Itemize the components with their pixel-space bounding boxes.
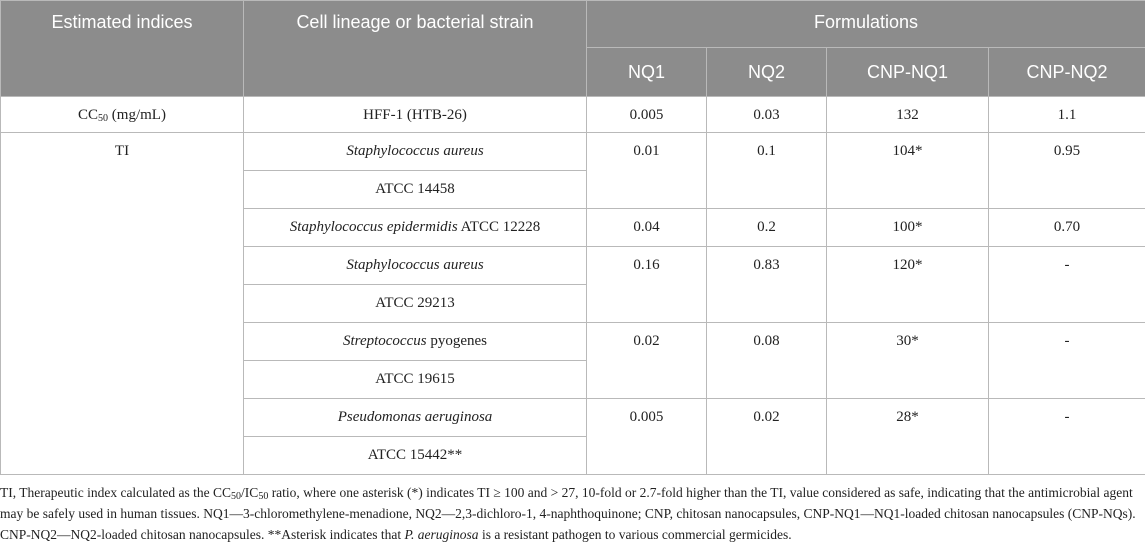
- species-cell: Streptococcus pyogenes: [243, 322, 587, 361]
- header-cnp-nq2: CNP-NQ2: [987, 47, 1145, 97]
- header-formulations: Formulations: [585, 0, 1145, 48]
- strain-cell: ATCC 19615: [243, 360, 587, 399]
- species-cell: Staphylococcus aureus: [243, 246, 587, 285]
- table-row: ATCC 15442**: [1, 436, 1145, 475]
- nq1-cell: 0.01: [586, 132, 707, 209]
- nq1-cell: 0.04: [586, 208, 707, 247]
- data-table: Estimated indices Cell lineage or bacter…: [0, 0, 1145, 475]
- species-cell: Staphylococcus aureus: [243, 132, 587, 171]
- cnp-nq1-cell: 30*: [826, 322, 989, 399]
- table-row: Streptococcus pyogenes 0.02 0.08 30* -: [1, 322, 1145, 399]
- nq2-cell: 0.03: [706, 96, 827, 133]
- cnp-nq2-cell: -: [987, 246, 1145, 323]
- cnp-nq1-cell: 132: [826, 96, 989, 133]
- header-cell-lineage: Cell lineage or bacterial strain: [243, 0, 587, 97]
- table-row: Staphylococcus epidermidis ATCC 12228 0.…: [1, 208, 1145, 247]
- cnp-nq2-cell: -: [987, 322, 1145, 399]
- nq2-cell: 0.08: [706, 322, 827, 399]
- table-row: CC50 (mg/mL) HFF-1 (HTB-26) 0.005 0.03 1…: [0, 96, 1145, 133]
- strain-cell: ATCC 29213: [243, 284, 587, 323]
- strain-cell: ATCC 15442**: [243, 436, 587, 475]
- cnp-nq1-cell: 104*: [826, 132, 989, 209]
- cnp-nq1-cell: 28*: [826, 398, 989, 475]
- table-row: TI Staphylococcus aureus 0.01 0.1 104* 0…: [0, 132, 1145, 475]
- species-cell: Staphylococcus epidermidis ATCC 12228: [243, 208, 587, 247]
- nq1-cell: 0.005: [586, 96, 707, 133]
- nq2-cell: 0.1: [706, 132, 827, 209]
- nq1-cell: 0.005: [586, 398, 707, 475]
- table-row: ATCC 14458: [1, 170, 1145, 209]
- header-cnp-nq1: CNP-NQ1: [826, 47, 989, 97]
- table-footnote: TI, Therapeutic index calculated as the …: [0, 485, 1136, 542]
- header-nq1: NQ1: [586, 47, 707, 97]
- table-row: Staphylococcus aureus 0.16 0.83 120* -: [1, 246, 1145, 323]
- ti-label: TI: [0, 132, 244, 475]
- species-cell: Pseudomonas aeruginosa: [243, 398, 587, 437]
- header-nq2: NQ2: [706, 47, 827, 97]
- nq2-cell: 0.02: [706, 398, 827, 475]
- strain-cell: ATCC 14458: [243, 170, 587, 209]
- cc50-label: CC50 (mg/mL): [0, 96, 244, 133]
- cnp-nq1-cell: 100*: [826, 208, 989, 247]
- nq2-cell: 0.83: [706, 246, 827, 323]
- cell-lineage-cell: HFF-1 (HTB-26): [243, 96, 587, 133]
- cnp-nq2-cell: -: [987, 398, 1145, 475]
- nq1-cell: 0.02: [586, 322, 707, 399]
- cnp-nq2-cell: 0.70: [987, 208, 1145, 247]
- table-row: Pseudomonas aeruginosa 0.005 0.02 28* -: [1, 398, 1145, 475]
- cnp-nq2-cell: 1.1: [987, 96, 1145, 133]
- table-row: ATCC 19615: [1, 360, 1145, 399]
- cnp-nq2-cell: 0.95: [987, 132, 1145, 209]
- nq2-cell: 0.2: [706, 208, 827, 247]
- header-estimated-indices: Estimated indices: [0, 0, 244, 97]
- nq1-cell: 0.16: [586, 246, 707, 323]
- cnp-nq1-cell: 120*: [826, 246, 989, 323]
